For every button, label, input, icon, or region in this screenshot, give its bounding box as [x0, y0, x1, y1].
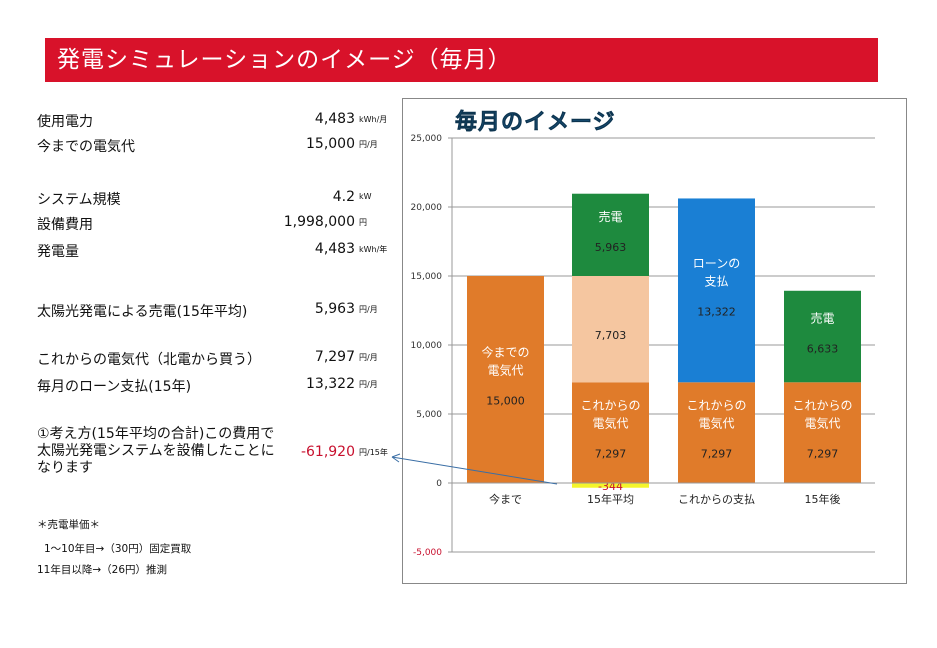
bar-segment [572, 382, 649, 483]
bar-segment [784, 382, 861, 483]
summary-row-system-size: システム規模 4.2 kW [37, 189, 397, 211]
summary-row-generation: 発電量 4,483 kWh/年 [37, 241, 397, 263]
segment-label: これからの [686, 399, 746, 413]
bar-segment [467, 276, 544, 483]
note-title: ＊売電単価＊ [37, 519, 100, 531]
segment-label: これからの [792, 399, 852, 413]
row-label: 毎月のローン支払(15年) [37, 379, 192, 395]
x-tick-label: これからの支払 [678, 492, 755, 506]
y-tick-label: 10,000 [411, 341, 443, 351]
row-label: 発電量 [37, 244, 79, 260]
row-unit: kW [359, 192, 372, 201]
y-tick-label: 20,000 [411, 203, 443, 213]
y-tick-label: 0 [436, 479, 442, 489]
summary-row-loan: 毎月のローン支払(15年) 13,322 円/月 [37, 376, 397, 398]
data-label: 5,963 [595, 241, 627, 254]
row-unit: 円 [359, 218, 367, 227]
segment-label: 電気代 [487, 363, 523, 378]
conclusion-text: ①考え方(15年平均の合計)この費用で太陽光発電システムを設備したことになります [37, 426, 275, 476]
row-value: 7,297 [314, 349, 355, 365]
segment-label: 今までの [481, 345, 529, 360]
row-value: 4,483 [314, 111, 355, 127]
segment-label: これからの [580, 399, 640, 413]
page-title-banner: 発電シミュレーションのイメージ（毎月） [45, 38, 878, 82]
row-value: 13,322 [306, 376, 355, 392]
segment-label: 売電 [810, 311, 834, 326]
row-unit: 円/月 [359, 305, 378, 314]
data-label: 7,297 [701, 448, 733, 461]
row-value: 1,998,000 [283, 214, 355, 230]
bar-segment [784, 290, 861, 383]
bar-segment [572, 276, 649, 383]
row-value: 4,483 [314, 241, 355, 257]
arrowhead-icon [391, 453, 401, 463]
note-line-1: 1～10年目→（30円）固定買取 [44, 543, 192, 555]
bar-segment [572, 483, 649, 488]
chart-frame [402, 98, 907, 584]
segment-label: 電気代 [698, 416, 734, 431]
y-tick-label: -5,000 [413, 548, 442, 558]
summary-row-equipment-cost: 設備費用 1,998,000 円 [37, 214, 397, 236]
row-unit: 円/月 [359, 380, 378, 389]
segment-label: ローンの [693, 256, 740, 270]
row-label: 使用電力 [37, 114, 93, 130]
row-label: システム規模 [37, 192, 121, 208]
data-label: 13,322 [697, 305, 736, 318]
row-label: これからの電気代（北電から買う） [37, 352, 261, 368]
bar-segment [572, 193, 649, 276]
summary-row-sell: 太陽光発電による売電(15年平均) 5,963 円/月 [37, 301, 397, 323]
segment-label: 電気代 [804, 416, 840, 431]
row-unit: 円/月 [359, 140, 378, 149]
conclusion-unit: 円/15年 [359, 448, 388, 457]
y-tick-label: 5,000 [416, 410, 442, 420]
summary-row-usage: 使用電力 4,483 kWh/月 [37, 111, 397, 133]
data-label: 7,703 [595, 329, 627, 342]
row-value: 15,000 [306, 136, 355, 152]
data-label: 6,633 [807, 343, 839, 356]
segment-label: 支払 [704, 274, 728, 288]
row-label: 設備費用 [37, 217, 93, 233]
row-label: 太陽光発電による売電(15年平均) [37, 304, 248, 320]
summary-row-past-bill: 今までの電気代 15,000 円/月 [37, 136, 397, 158]
row-value: 4.2 [332, 189, 355, 205]
x-tick-label: 今まで [489, 492, 522, 506]
y-tick-label: 25,000 [411, 134, 443, 144]
segment-label: 電気代 [592, 416, 628, 431]
bar-segment [678, 382, 755, 483]
chart-title: 毎月のイメージ [455, 110, 616, 136]
row-unit: kWh/月 [359, 115, 388, 124]
row-label: 今までの電気代 [37, 139, 135, 155]
pointer-arrow-line [391, 456, 558, 485]
row-unit: 円/月 [359, 353, 378, 362]
data-label: 15,000 [486, 395, 525, 408]
x-tick-label: 15年後 [805, 492, 841, 506]
data-label: 7,297 [807, 448, 839, 461]
x-tick-label: 15年平均 [587, 492, 634, 506]
note-line-2: 11年目以降→（26円）推測 [37, 564, 168, 576]
row-value: 5,963 [314, 301, 355, 317]
row-unit: kWh/年 [359, 245, 388, 254]
conclusion-row: -61,920 円/15年 [37, 444, 397, 466]
bar-segment [678, 198, 755, 383]
summary-row-future-bill: これからの電気代（北電から買う） 7,297 円/月 [37, 349, 397, 371]
data-label: 7,297 [595, 448, 627, 461]
y-tick-label: 15,000 [411, 272, 443, 282]
segment-label: 売電 [598, 209, 622, 224]
conclusion-value: -61,920 [300, 444, 355, 460]
